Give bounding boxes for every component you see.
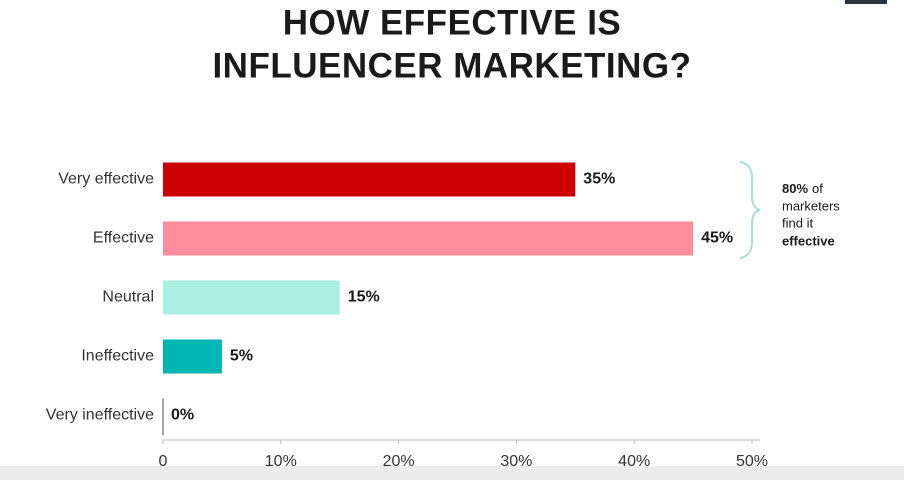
annotation-text: marketers: [782, 198, 840, 213]
annotation-text: of: [812, 181, 823, 196]
bracket: [739, 161, 761, 259]
y-tick-label: Effective: [93, 230, 154, 247]
y-tick-label: Neutral: [102, 289, 154, 306]
annotation: 80% of: [782, 181, 823, 196]
chart-title: HOW EFFECTIVE IS: [283, 3, 622, 42]
value-label: 15%: [348, 289, 380, 306]
bottom-band: [0, 466, 904, 480]
corner-bar: [845, 0, 887, 4]
y-tick-label: Ineffective: [81, 348, 154, 365]
annotation-text: 80%: [782, 181, 808, 196]
chart-title: INFLUENCER MARKETING?: [212, 46, 691, 85]
x-tick-label: 10%: [265, 453, 297, 470]
x-tick-label: 0: [159, 453, 168, 470]
x-tick-label: 40%: [618, 453, 650, 470]
value-label: 0%: [171, 407, 194, 424]
x-tick-label: 20%: [383, 453, 415, 470]
bar: [163, 162, 576, 197]
bar: [163, 280, 340, 315]
y-tick-label: Very ineffective: [46, 407, 154, 424]
annotation-text: find it: [782, 215, 813, 230]
value-label: 45%: [701, 230, 733, 247]
bar: [163, 339, 222, 374]
y-tick-label: Very effective: [58, 171, 154, 188]
annotation-text: effective: [782, 233, 835, 248]
x-tick-label: 30%: [500, 453, 532, 470]
value-label: 35%: [583, 171, 615, 188]
bar: [163, 221, 694, 256]
value-label: 5%: [230, 348, 253, 365]
x-tick-label: 50%: [736, 453, 768, 470]
